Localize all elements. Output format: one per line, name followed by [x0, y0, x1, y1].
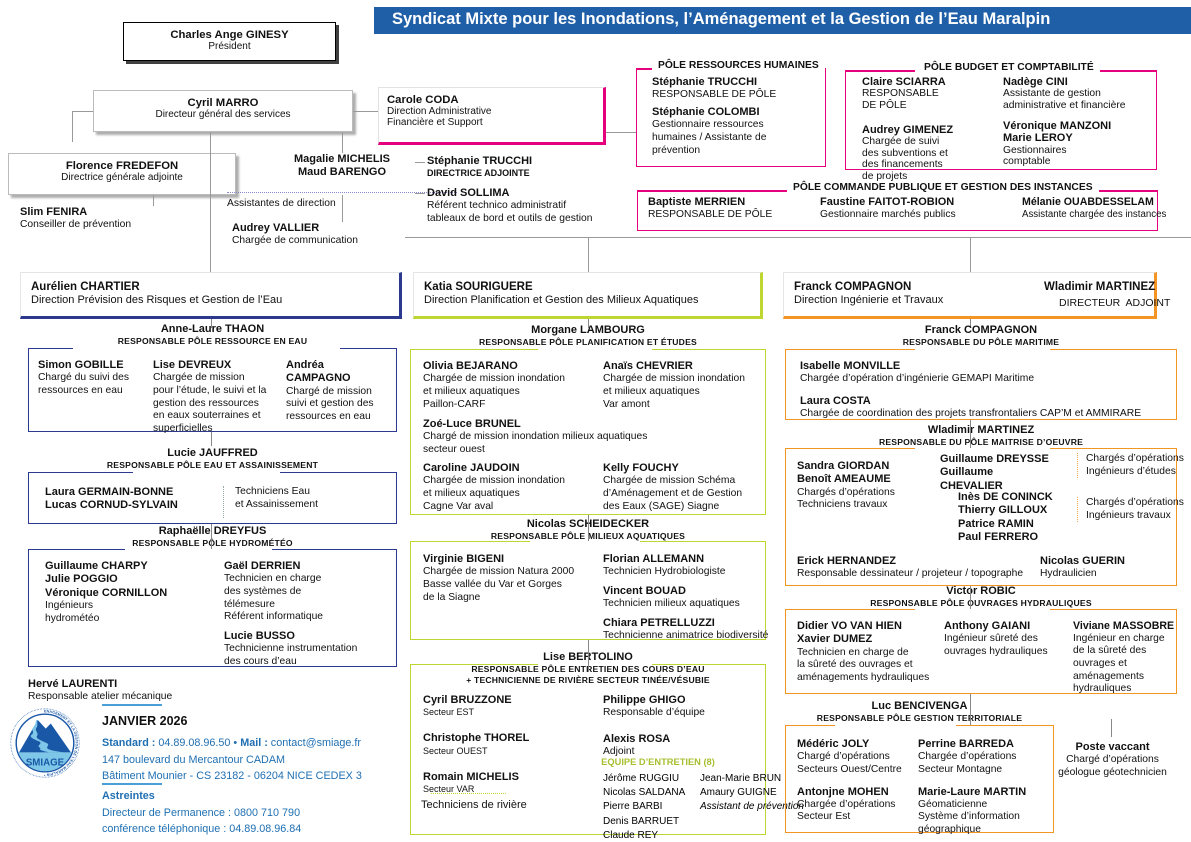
- svg-text:SMIAGE: SMIAGE: [26, 757, 65, 768]
